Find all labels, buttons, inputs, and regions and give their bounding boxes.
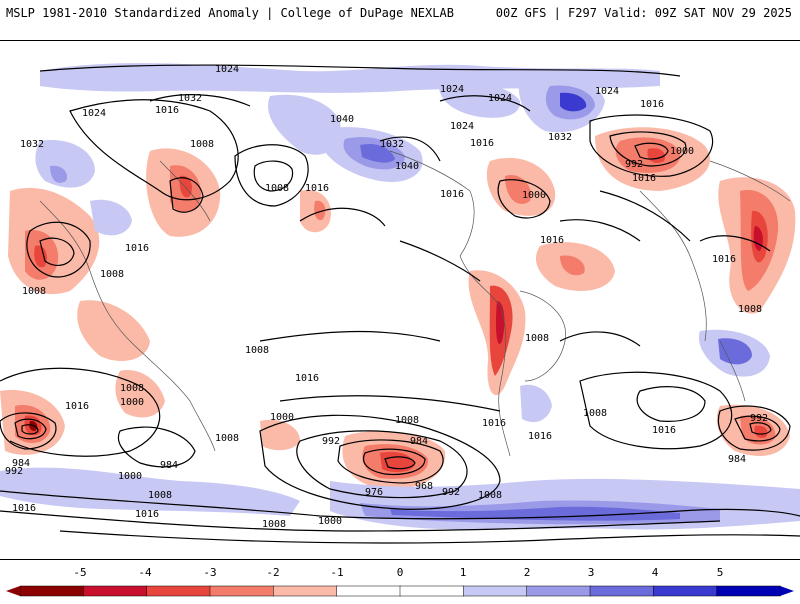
isobar-label: 1008	[120, 383, 144, 394]
isobar-label: 992	[5, 466, 23, 477]
isobar-label: 1016	[135, 509, 159, 520]
isobar-label: 1008	[262, 519, 286, 530]
coastlines	[39, 150, 791, 457]
colorbar-tick-label: -1	[330, 566, 343, 579]
isobar-label: 1040	[395, 161, 419, 172]
isobar-label-group: 1024 1024 1024 1024 1024 1024 1032 1032 …	[5, 64, 768, 530]
isobar-label: 1000	[670, 146, 694, 157]
isobar-label: 1016	[652, 425, 676, 436]
isobar-label: 1008	[148, 490, 172, 501]
isobar-label: 1008	[100, 269, 124, 280]
isobar-label: 1008	[478, 490, 502, 501]
colorbar: -5 -4 -3 -2 -1 0 1 2 3 4 5	[0, 562, 800, 600]
isobar-label: 1016	[640, 99, 664, 110]
isobar-label: 1008	[215, 433, 239, 444]
isobar-label: 1008	[190, 139, 214, 150]
isobar-label: 992	[750, 413, 768, 424]
isobar-label: 1016	[712, 254, 736, 265]
colorbar-tick-label: 1	[460, 566, 467, 579]
colorbar-swatch	[399, 585, 465, 597]
colorbar-swatch	[209, 585, 275, 597]
colorbar-swatch	[336, 585, 401, 597]
isobar-label: 1016	[632, 173, 656, 184]
isobar-label: 1008	[22, 286, 46, 297]
colorbar-swatch	[716, 585, 781, 597]
colorbar-tick-label: 4	[652, 566, 659, 579]
model-run-label: 00Z GFS | F297 Valid: 09Z SAT NOV 29 202…	[495, 6, 792, 20]
isobar-label: 1008	[265, 183, 289, 194]
isobar-label: 1016	[482, 418, 506, 429]
isobar-label: 1016	[12, 503, 36, 514]
isobar-label: 1024	[215, 64, 239, 75]
negative-anomaly-fill	[0, 127, 796, 490]
isobar-label: 1008	[525, 333, 549, 344]
isobar-label: 1032	[178, 93, 202, 104]
isobar-label: 1024	[488, 93, 512, 104]
colorbar-swatches	[6, 585, 794, 597]
isobar-label: 1008	[245, 345, 269, 356]
isobar-label: 1024	[450, 121, 474, 132]
isobar-label: 1016	[528, 431, 552, 442]
anomaly-map: 1024 1024 1024 1024 1024 1024 1032 1032 …	[0, 40, 800, 560]
isobar-label: 1016	[155, 105, 179, 116]
isobar-label: 1024	[440, 84, 464, 95]
isobar-label: 984	[728, 454, 746, 465]
colorbar-tick-label: -2	[266, 566, 279, 579]
colorbar-tick-label: -4	[138, 566, 152, 579]
colorbar-tick-label: -5	[73, 566, 86, 579]
isobar-label: 1016	[440, 189, 464, 200]
isobar-label: 1024	[82, 108, 106, 119]
colorbar-max-arrow	[780, 586, 794, 596]
isobar-label: 1016	[305, 183, 329, 194]
isobar-label: 1008	[738, 304, 762, 315]
isobar-label: 1032	[20, 139, 44, 150]
isobar-label: 984	[160, 460, 178, 471]
colorbar-min-arrow	[6, 586, 20, 596]
isobar-label: 1000	[522, 190, 546, 201]
isobar-label: 968	[415, 481, 433, 492]
colorbar-svg: -5 -4 -3 -2 -1 0 1 2 3 4 5	[6, 566, 794, 597]
colorbar-tick-label: 2	[524, 566, 531, 579]
colorbar-tick-label: 3	[588, 566, 595, 579]
colorbar-tick-label: 0	[397, 566, 404, 579]
colorbar-swatch	[653, 585, 718, 597]
colorbar-swatch	[463, 585, 528, 597]
isobar-label: 1016	[295, 373, 319, 384]
isobar-label: 1032	[380, 139, 404, 150]
colorbar-swatch	[589, 585, 655, 597]
isobar-label: 1016	[540, 235, 564, 246]
colorbar-tick-labels: -5 -4 -3 -2 -1 0 1 2 3 4 5	[73, 566, 723, 579]
isobar-label: 1032	[548, 132, 572, 143]
isobar-label: 1008	[583, 408, 607, 419]
isobar-label: 1000	[318, 516, 342, 527]
isobar-label: 992	[442, 487, 460, 498]
colorbar-swatch	[273, 585, 338, 597]
colorbar-tick-label: 5	[717, 566, 724, 579]
isobar-label: 992	[625, 159, 643, 170]
isobar-label: 1000	[270, 412, 294, 423]
colorbar-swatch	[146, 585, 211, 597]
isobar-lines	[0, 64, 800, 544]
isobar-label: 984	[410, 436, 428, 447]
map-svg: 1024 1024 1024 1024 1024 1024 1032 1032 …	[0, 63, 800, 544]
map-title: MSLP 1981-2010 Standardized Anomaly | Co…	[6, 6, 454, 20]
isobar-label: 1000	[118, 471, 142, 482]
isobar-label: 1016	[65, 401, 89, 412]
isobar-label: 1016	[470, 138, 494, 149]
colorbar-swatch	[526, 585, 591, 597]
colorbar-swatch	[19, 585, 85, 597]
isobar-label: 1000	[120, 397, 144, 408]
isobar-label: 1016	[125, 243, 149, 254]
positive-anomaly-fill	[0, 63, 800, 530]
isobar-label: 976	[365, 487, 383, 498]
isobar-label: 1024	[595, 86, 619, 97]
colorbar-swatch	[83, 585, 148, 597]
colorbar-tick-label: -3	[203, 566, 216, 579]
isobar-label: 992	[322, 436, 340, 447]
isobar-label: 1008	[395, 415, 419, 426]
isobar-label: 1040	[330, 114, 354, 125]
isobar-label: 984	[12, 458, 30, 469]
